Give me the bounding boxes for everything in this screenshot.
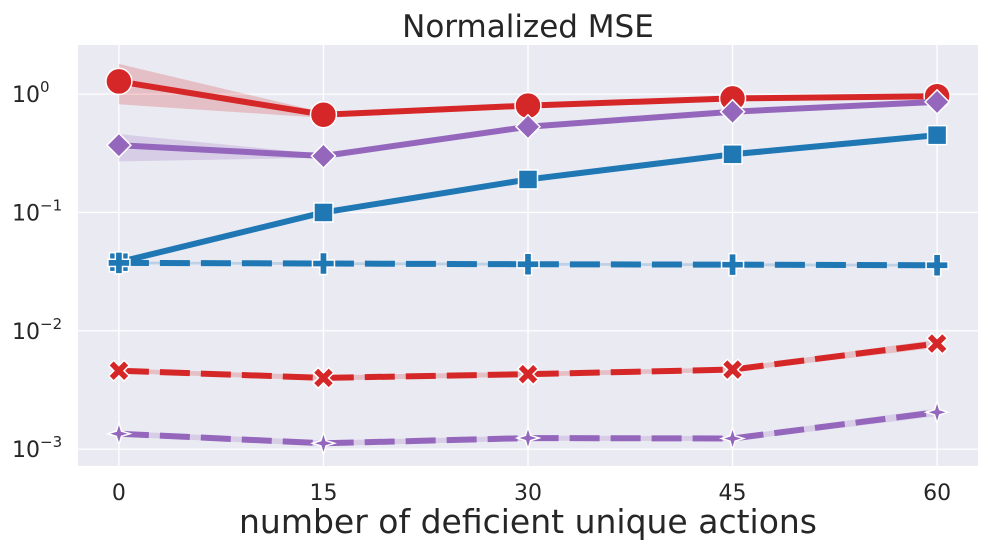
circle-marker (309, 100, 338, 129)
plus-marker (925, 253, 949, 277)
star-marker (923, 398, 951, 426)
square-marker (722, 144, 743, 165)
square-marker (517, 169, 539, 190)
x-tick-label: 60 (923, 481, 951, 506)
diamond-marker (310, 142, 337, 170)
x-tick-label: 45 (719, 481, 747, 506)
y-tick-label: 10−3 (12, 433, 62, 463)
plus-marker (720, 252, 745, 277)
series-line (118, 259, 938, 269)
x-marker (516, 362, 540, 386)
star-marker (105, 420, 133, 448)
series-5 (107, 332, 949, 390)
y-tick-label: 100 (12, 78, 50, 108)
x-marker (312, 366, 335, 390)
square-marker (313, 202, 334, 223)
x-tick-label: 0 (112, 481, 126, 506)
series-1 (105, 63, 951, 129)
star-marker (514, 424, 542, 452)
plus-marker (107, 251, 131, 275)
x-marker (925, 332, 949, 355)
diamond-marker (924, 88, 951, 115)
y-tick-label: 10−1 (12, 196, 62, 226)
x-marker (107, 359, 131, 383)
axis-ticks: 0 15 30 45 60 100 10−1 10−2 10−3 (12, 78, 951, 506)
y-tick-label: 10−2 (12, 315, 62, 345)
circle-marker (105, 67, 133, 96)
series-line (118, 340, 938, 381)
x-tick-label: 15 (309, 481, 337, 506)
diamond-marker (719, 98, 746, 125)
x-tick-label: 30 (514, 481, 542, 506)
diamond-marker (105, 132, 132, 159)
star-marker (719, 424, 747, 453)
star-marker (309, 429, 337, 457)
series-line (118, 409, 938, 447)
chart-title: Normalized MSE (402, 9, 654, 45)
plus-marker (311, 251, 336, 276)
series-2 (105, 88, 951, 170)
series-4 (107, 251, 949, 277)
series-layer (105, 63, 951, 457)
square-marker (926, 124, 948, 146)
series-6 (105, 398, 951, 457)
diamond-marker (514, 113, 542, 140)
plus-marker (516, 252, 540, 276)
x-marker (721, 358, 744, 381)
x-axis-label: number of deficient unique actions (239, 502, 817, 541)
